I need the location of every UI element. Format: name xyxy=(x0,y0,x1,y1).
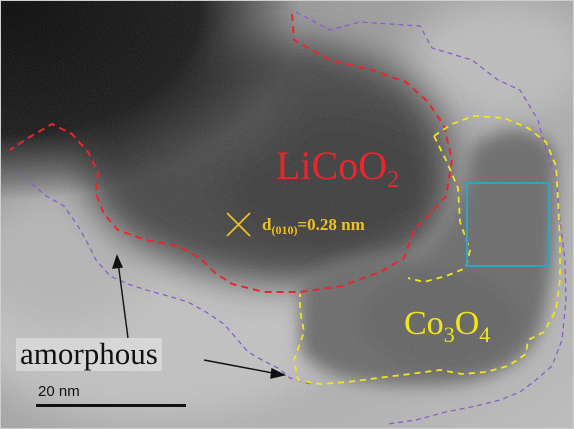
scale-bar xyxy=(36,404,186,407)
amorphous-label: amorphous xyxy=(16,338,162,371)
licoo2-boundary-line xyxy=(9,13,454,293)
co3o4-label: Co3O4 xyxy=(404,305,491,347)
amorphous-boundary-line xyxy=(19,11,567,425)
selection-box xyxy=(466,182,550,267)
scale-bar-label: 20 nm xyxy=(38,383,80,400)
amorphous-arrows xyxy=(111,254,287,379)
lattice-cross-marker xyxy=(226,212,251,237)
d-spacing-label: d(010)=0.28 nm xyxy=(262,215,365,237)
licoo2-label: LiCoO2 xyxy=(276,143,400,193)
co3o4-boundary-line xyxy=(293,115,561,385)
